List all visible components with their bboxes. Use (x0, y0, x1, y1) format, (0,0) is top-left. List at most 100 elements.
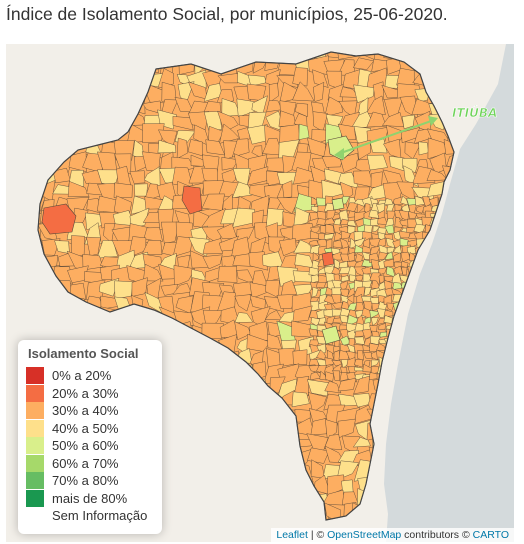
municipality[interactable] (55, 321, 69, 338)
municipality[interactable] (321, 251, 335, 267)
municipality[interactable] (265, 208, 285, 229)
municipality[interactable] (250, 459, 269, 480)
municipality[interactable] (53, 54, 75, 75)
municipality[interactable] (82, 325, 104, 339)
municipality[interactable] (308, 267, 319, 276)
municipality[interactable] (279, 489, 295, 507)
municipality[interactable] (268, 437, 286, 453)
municipality[interactable] (282, 473, 297, 493)
municipality[interactable] (331, 266, 343, 277)
municipality[interactable] (23, 81, 41, 99)
municipality[interactable] (356, 203, 366, 215)
municipality[interactable] (294, 102, 309, 118)
municipality[interactable] (247, 418, 268, 437)
municipality[interactable] (134, 183, 148, 197)
municipality[interactable] (53, 292, 73, 310)
municipality[interactable] (234, 294, 253, 312)
municipality[interactable] (99, 44, 114, 60)
municipality[interactable] (218, 235, 240, 252)
municipality[interactable] (100, 82, 117, 98)
municipality[interactable] (368, 209, 380, 219)
municipality[interactable] (379, 331, 389, 338)
municipality[interactable] (202, 515, 222, 535)
municipality[interactable] (233, 473, 253, 490)
municipality[interactable] (332, 370, 341, 381)
municipality[interactable] (351, 502, 375, 522)
municipality[interactable] (118, 86, 135, 103)
municipality[interactable] (461, 44, 477, 59)
municipality[interactable] (249, 282, 269, 299)
municipality[interactable] (216, 89, 234, 104)
municipality[interactable] (164, 390, 174, 411)
municipality[interactable] (172, 393, 195, 412)
map-view[interactable]: ITIÚBA Isolamento Social 0% a 20% 20% a … (6, 44, 514, 542)
municipality[interactable] (385, 370, 396, 383)
municipality[interactable] (378, 322, 387, 331)
municipality[interactable] (114, 309, 136, 325)
municipality[interactable] (265, 449, 282, 469)
municipality[interactable] (82, 307, 99, 321)
municipality[interactable] (172, 421, 190, 440)
municipality[interactable] (262, 487, 281, 511)
municipality[interactable] (276, 294, 297, 309)
municipality[interactable] (231, 181, 253, 199)
municipality[interactable] (312, 69, 329, 88)
municipality[interactable] (248, 448, 269, 469)
municipality[interactable] (186, 382, 208, 395)
municipality[interactable] (383, 349, 396, 361)
municipality[interactable] (173, 336, 193, 356)
municipality[interactable] (38, 109, 61, 131)
municipality[interactable] (319, 370, 328, 381)
municipality[interactable] (52, 113, 75, 132)
municipality[interactable] (216, 447, 239, 467)
municipality[interactable] (370, 171, 383, 188)
municipality[interactable] (144, 44, 164, 58)
municipality[interactable] (318, 274, 328, 284)
municipality[interactable] (176, 44, 191, 63)
municipality[interactable] (384, 251, 394, 260)
municipality[interactable] (393, 331, 402, 339)
municipality[interactable] (340, 275, 350, 282)
municipality[interactable] (113, 96, 135, 117)
municipality[interactable] (441, 69, 461, 84)
municipality[interactable] (156, 319, 175, 341)
municipality[interactable] (209, 432, 219, 454)
municipality[interactable] (203, 463, 225, 479)
municipality[interactable] (236, 380, 251, 399)
municipality[interactable] (324, 380, 342, 394)
municipality[interactable] (187, 139, 203, 157)
municipality[interactable] (401, 266, 408, 276)
municipality[interactable] (203, 405, 222, 424)
municipality[interactable] (25, 111, 40, 133)
municipality[interactable] (236, 488, 256, 509)
municipality[interactable] (385, 343, 397, 353)
municipality[interactable] (337, 418, 356, 439)
municipality[interactable] (82, 115, 103, 132)
municipality[interactable] (157, 68, 174, 89)
municipality[interactable] (402, 294, 411, 305)
municipality[interactable] (235, 421, 248, 441)
municipality[interactable] (217, 110, 239, 133)
municipality[interactable] (173, 516, 190, 538)
municipality[interactable] (201, 364, 225, 378)
municipality[interactable] (252, 44, 271, 62)
municipality[interactable] (40, 85, 58, 102)
municipality[interactable] (57, 44, 76, 60)
municipality[interactable] (278, 347, 295, 367)
municipality[interactable] (129, 71, 148, 90)
municipality[interactable] (391, 272, 403, 285)
municipality[interactable] (312, 81, 325, 102)
municipality[interactable] (339, 314, 348, 323)
municipality[interactable] (391, 337, 403, 346)
municipality[interactable] (363, 287, 372, 297)
municipality[interactable] (426, 68, 451, 90)
municipality[interactable] (246, 434, 270, 454)
municipality[interactable] (306, 379, 330, 397)
municipality[interactable] (126, 308, 149, 327)
municipality[interactable] (173, 501, 191, 522)
municipality[interactable] (98, 277, 120, 297)
municipality[interactable] (216, 54, 235, 69)
municipality[interactable] (67, 180, 90, 198)
municipality[interactable] (203, 351, 224, 370)
municipality[interactable] (41, 46, 58, 61)
